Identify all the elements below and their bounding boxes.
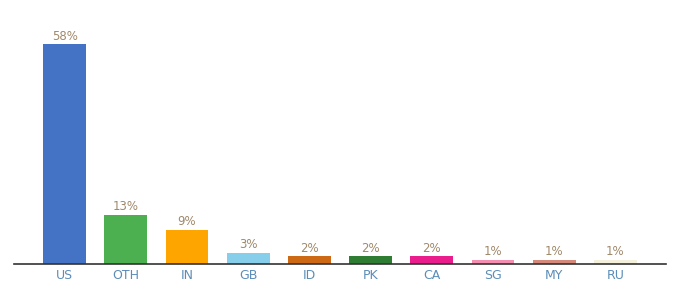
Text: 1%: 1% [545, 245, 564, 258]
Text: 2%: 2% [300, 242, 319, 254]
Text: 13%: 13% [113, 200, 139, 213]
Text: 1%: 1% [483, 245, 503, 258]
Bar [288, 256, 331, 264]
Bar [166, 230, 209, 264]
Bar [227, 253, 270, 264]
Bar [349, 256, 392, 264]
Text: 2%: 2% [361, 242, 380, 254]
Text: 58%: 58% [52, 30, 78, 43]
Text: 3%: 3% [239, 238, 258, 251]
Text: 9%: 9% [177, 215, 197, 228]
Bar [594, 260, 636, 264]
Text: 1%: 1% [606, 245, 625, 258]
Bar [532, 260, 575, 264]
Bar [410, 256, 453, 264]
Text: 2%: 2% [422, 242, 441, 254]
Bar [471, 260, 514, 264]
Bar [44, 44, 86, 264]
Bar [105, 215, 148, 264]
